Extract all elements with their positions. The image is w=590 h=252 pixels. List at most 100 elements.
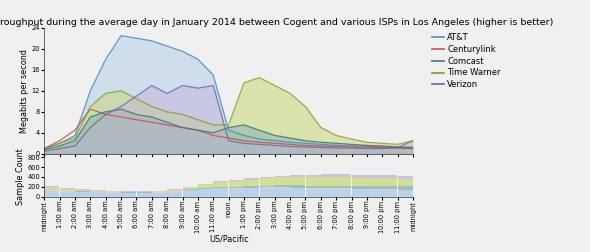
- Bar: [290, 185, 305, 188]
- Bar: [106, 191, 121, 192]
- Bar: [152, 192, 167, 193]
- Y-axis label: Sample Count: Sample Count: [15, 148, 25, 205]
- Bar: [321, 188, 336, 189]
- Bar: [183, 191, 198, 197]
- Bar: [244, 188, 259, 197]
- Bar: [275, 177, 290, 185]
- Bar: [382, 178, 398, 186]
- Bar: [306, 189, 320, 197]
- Bar: [367, 190, 382, 197]
- Bar: [352, 175, 367, 178]
- Bar: [244, 178, 259, 180]
- Bar: [214, 181, 228, 182]
- Bar: [60, 191, 75, 192]
- Bar: [321, 177, 336, 185]
- Bar: [44, 190, 60, 191]
- Bar: [382, 189, 398, 190]
- Bar: [44, 186, 60, 187]
- Legend: AT&T, Centurylink, Comcast, Time Warner, Verizon: AT&T, Centurylink, Comcast, Time Warner,…: [428, 29, 504, 93]
- Bar: [367, 178, 382, 186]
- Bar: [306, 185, 320, 188]
- Bar: [336, 186, 352, 188]
- Bar: [352, 190, 367, 197]
- Bar: [198, 184, 213, 188]
- Bar: [398, 186, 413, 190]
- Bar: [44, 191, 60, 197]
- Bar: [75, 190, 90, 192]
- Bar: [198, 183, 213, 184]
- Bar: [60, 189, 75, 191]
- Bar: [352, 189, 367, 190]
- Bar: [336, 188, 352, 189]
- Bar: [367, 186, 382, 189]
- Bar: [106, 193, 121, 197]
- Bar: [382, 190, 398, 197]
- Bar: [382, 186, 398, 189]
- Bar: [398, 179, 413, 186]
- Bar: [260, 187, 274, 188]
- Bar: [60, 188, 75, 189]
- Bar: [75, 192, 90, 197]
- X-axis label: US/Pacific: US/Pacific: [209, 234, 248, 243]
- Bar: [137, 192, 152, 193]
- Bar: [290, 188, 305, 197]
- Bar: [352, 186, 367, 189]
- Bar: [152, 193, 167, 197]
- Bar: [275, 185, 290, 187]
- Bar: [306, 188, 320, 189]
- Bar: [90, 191, 106, 192]
- Bar: [306, 175, 320, 177]
- Bar: [229, 180, 244, 181]
- Bar: [121, 192, 136, 193]
- Bar: [214, 182, 228, 187]
- Bar: [183, 187, 198, 190]
- Bar: [137, 193, 152, 197]
- Bar: [275, 188, 290, 197]
- Bar: [198, 188, 213, 189]
- Bar: [367, 175, 382, 178]
- Bar: [275, 176, 290, 177]
- Bar: [44, 187, 60, 190]
- Bar: [198, 189, 213, 197]
- Bar: [168, 190, 182, 191]
- Bar: [152, 191, 167, 192]
- Bar: [336, 177, 352, 186]
- Bar: [229, 181, 244, 187]
- Bar: [260, 178, 274, 186]
- Bar: [229, 188, 244, 189]
- Bar: [137, 191, 152, 192]
- Bar: [260, 188, 274, 197]
- Title: Median download throughput during the average day in January 2014 between Cogent: Median download throughput during the av…: [0, 18, 553, 27]
- Bar: [290, 177, 305, 185]
- Bar: [214, 187, 228, 188]
- Bar: [260, 177, 274, 178]
- Bar: [244, 186, 259, 188]
- Bar: [121, 191, 136, 192]
- Bar: [214, 188, 228, 197]
- Bar: [398, 176, 413, 179]
- Bar: [321, 185, 336, 188]
- Bar: [290, 175, 305, 177]
- Bar: [90, 192, 106, 197]
- Bar: [75, 189, 90, 190]
- Bar: [244, 180, 259, 186]
- Y-axis label: Megabits per second: Megabits per second: [20, 49, 29, 133]
- Bar: [183, 190, 198, 191]
- Bar: [229, 189, 244, 197]
- Bar: [90, 190, 106, 191]
- Bar: [168, 189, 182, 190]
- Bar: [336, 189, 352, 197]
- Bar: [306, 177, 320, 185]
- Bar: [352, 178, 367, 186]
- Bar: [398, 190, 413, 197]
- Bar: [336, 174, 352, 177]
- Bar: [275, 187, 290, 188]
- Bar: [260, 186, 274, 187]
- Bar: [321, 189, 336, 197]
- Bar: [60, 192, 75, 197]
- Bar: [229, 187, 244, 188]
- Bar: [382, 175, 398, 178]
- Bar: [121, 193, 136, 197]
- Bar: [106, 192, 121, 193]
- Bar: [367, 189, 382, 190]
